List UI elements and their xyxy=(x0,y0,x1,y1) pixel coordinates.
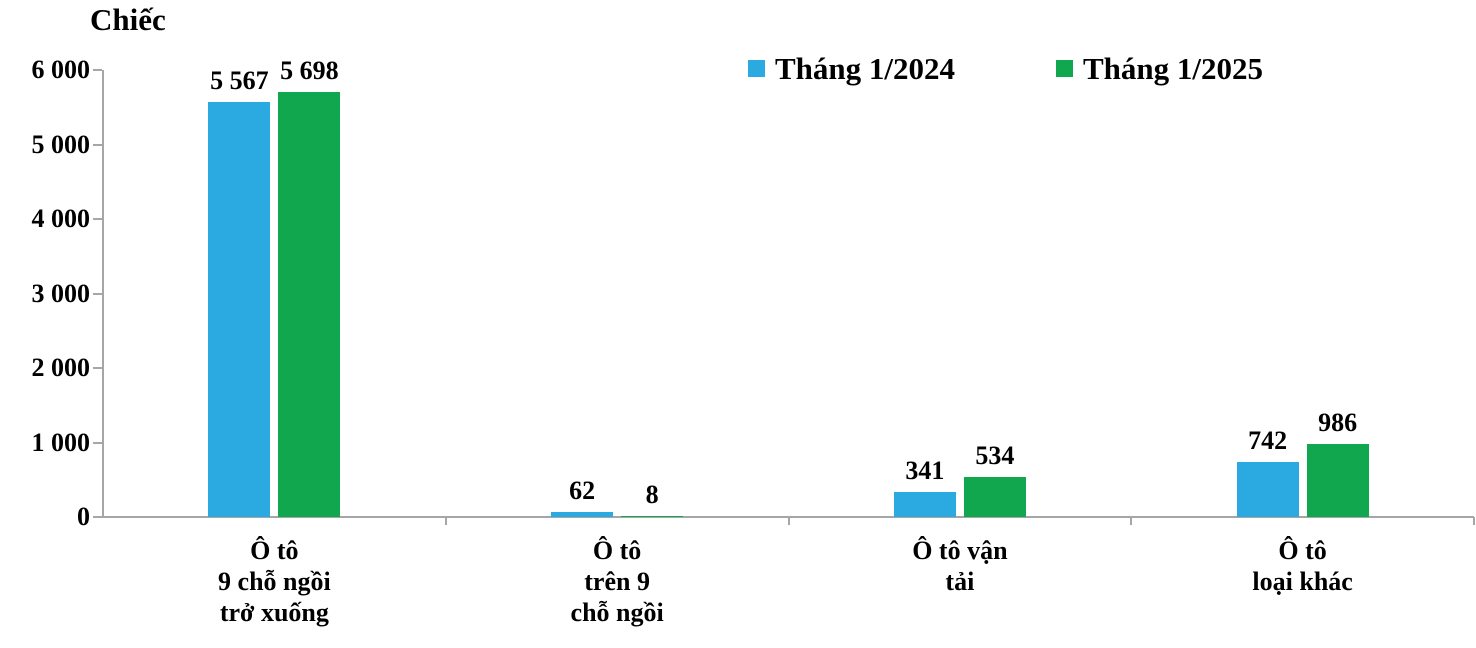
bar-th-ng-1-2025 xyxy=(278,92,341,517)
bar-value-label: 8 xyxy=(645,480,659,509)
y-tick-label: 3 000 xyxy=(31,278,91,308)
legend-swatch-2024 xyxy=(748,60,765,77)
bar-value-label: 534 xyxy=(975,441,1015,470)
bar-value-label: 62 xyxy=(569,476,596,505)
bar-th-ng-1-2025 xyxy=(963,477,1026,517)
bar-value-label: 341 xyxy=(905,456,945,485)
y-tick-label: 5 000 xyxy=(31,129,91,159)
y-tick-label: 4 000 xyxy=(31,204,91,233)
y-tick-label: 6 000 xyxy=(31,55,91,84)
bar-th-ng-1-2025 xyxy=(1306,444,1369,517)
y-tick-label: 1 000 xyxy=(31,427,91,457)
bar-th-ng-1-2024 xyxy=(551,512,614,517)
bar-th-ng-1-2025 xyxy=(621,516,684,517)
legend-item-2024: Tháng 1/2024 xyxy=(748,51,956,86)
x-tick-mark xyxy=(444,517,447,525)
y-tick-mark xyxy=(93,143,102,146)
y-tick-mark xyxy=(93,218,102,220)
bar-value-label: 742 xyxy=(1248,426,1288,455)
y-tick-mark xyxy=(93,367,102,369)
legend-label-2025: Tháng 1/2025 xyxy=(1083,51,1264,86)
category-label: Ô tô vận tải xyxy=(912,536,1008,596)
legend-item-2025: Tháng 1/2025 xyxy=(1056,51,1264,86)
x-tick-mark xyxy=(1130,517,1133,525)
bar-value-label: 5 567 xyxy=(210,66,269,95)
bar-value-label: 5 698 xyxy=(280,56,339,85)
bar-th-ng-1-2024 xyxy=(893,492,956,517)
y-tick-label: 2 000 xyxy=(31,353,91,382)
y-axis-line xyxy=(102,70,104,517)
x-tick-mark xyxy=(1473,517,1475,525)
bar-th-ng-1-2024 xyxy=(1236,462,1299,517)
y-tick-mark xyxy=(93,69,102,71)
y-tick-mark xyxy=(93,441,102,444)
bar-th-ng-1-2024 xyxy=(208,102,271,517)
y-tick-label: 0 xyxy=(77,502,90,531)
x-tick-mark xyxy=(787,517,790,525)
legend-label-2024: Tháng 1/2024 xyxy=(775,51,956,86)
legend-swatch-2025 xyxy=(1056,60,1073,77)
category-label: Ô tô loại khác xyxy=(1252,536,1353,596)
chart-title: Chiếc xyxy=(90,2,166,37)
y-tick-mark xyxy=(93,516,102,518)
category-label: Ô tô trên 9 chỗ ngồi xyxy=(570,536,664,627)
category-label: Ô tô 9 chỗ ngồi trở xuống xyxy=(218,536,331,627)
y-tick-mark xyxy=(93,292,102,295)
bar-value-label: 986 xyxy=(1318,408,1358,437)
